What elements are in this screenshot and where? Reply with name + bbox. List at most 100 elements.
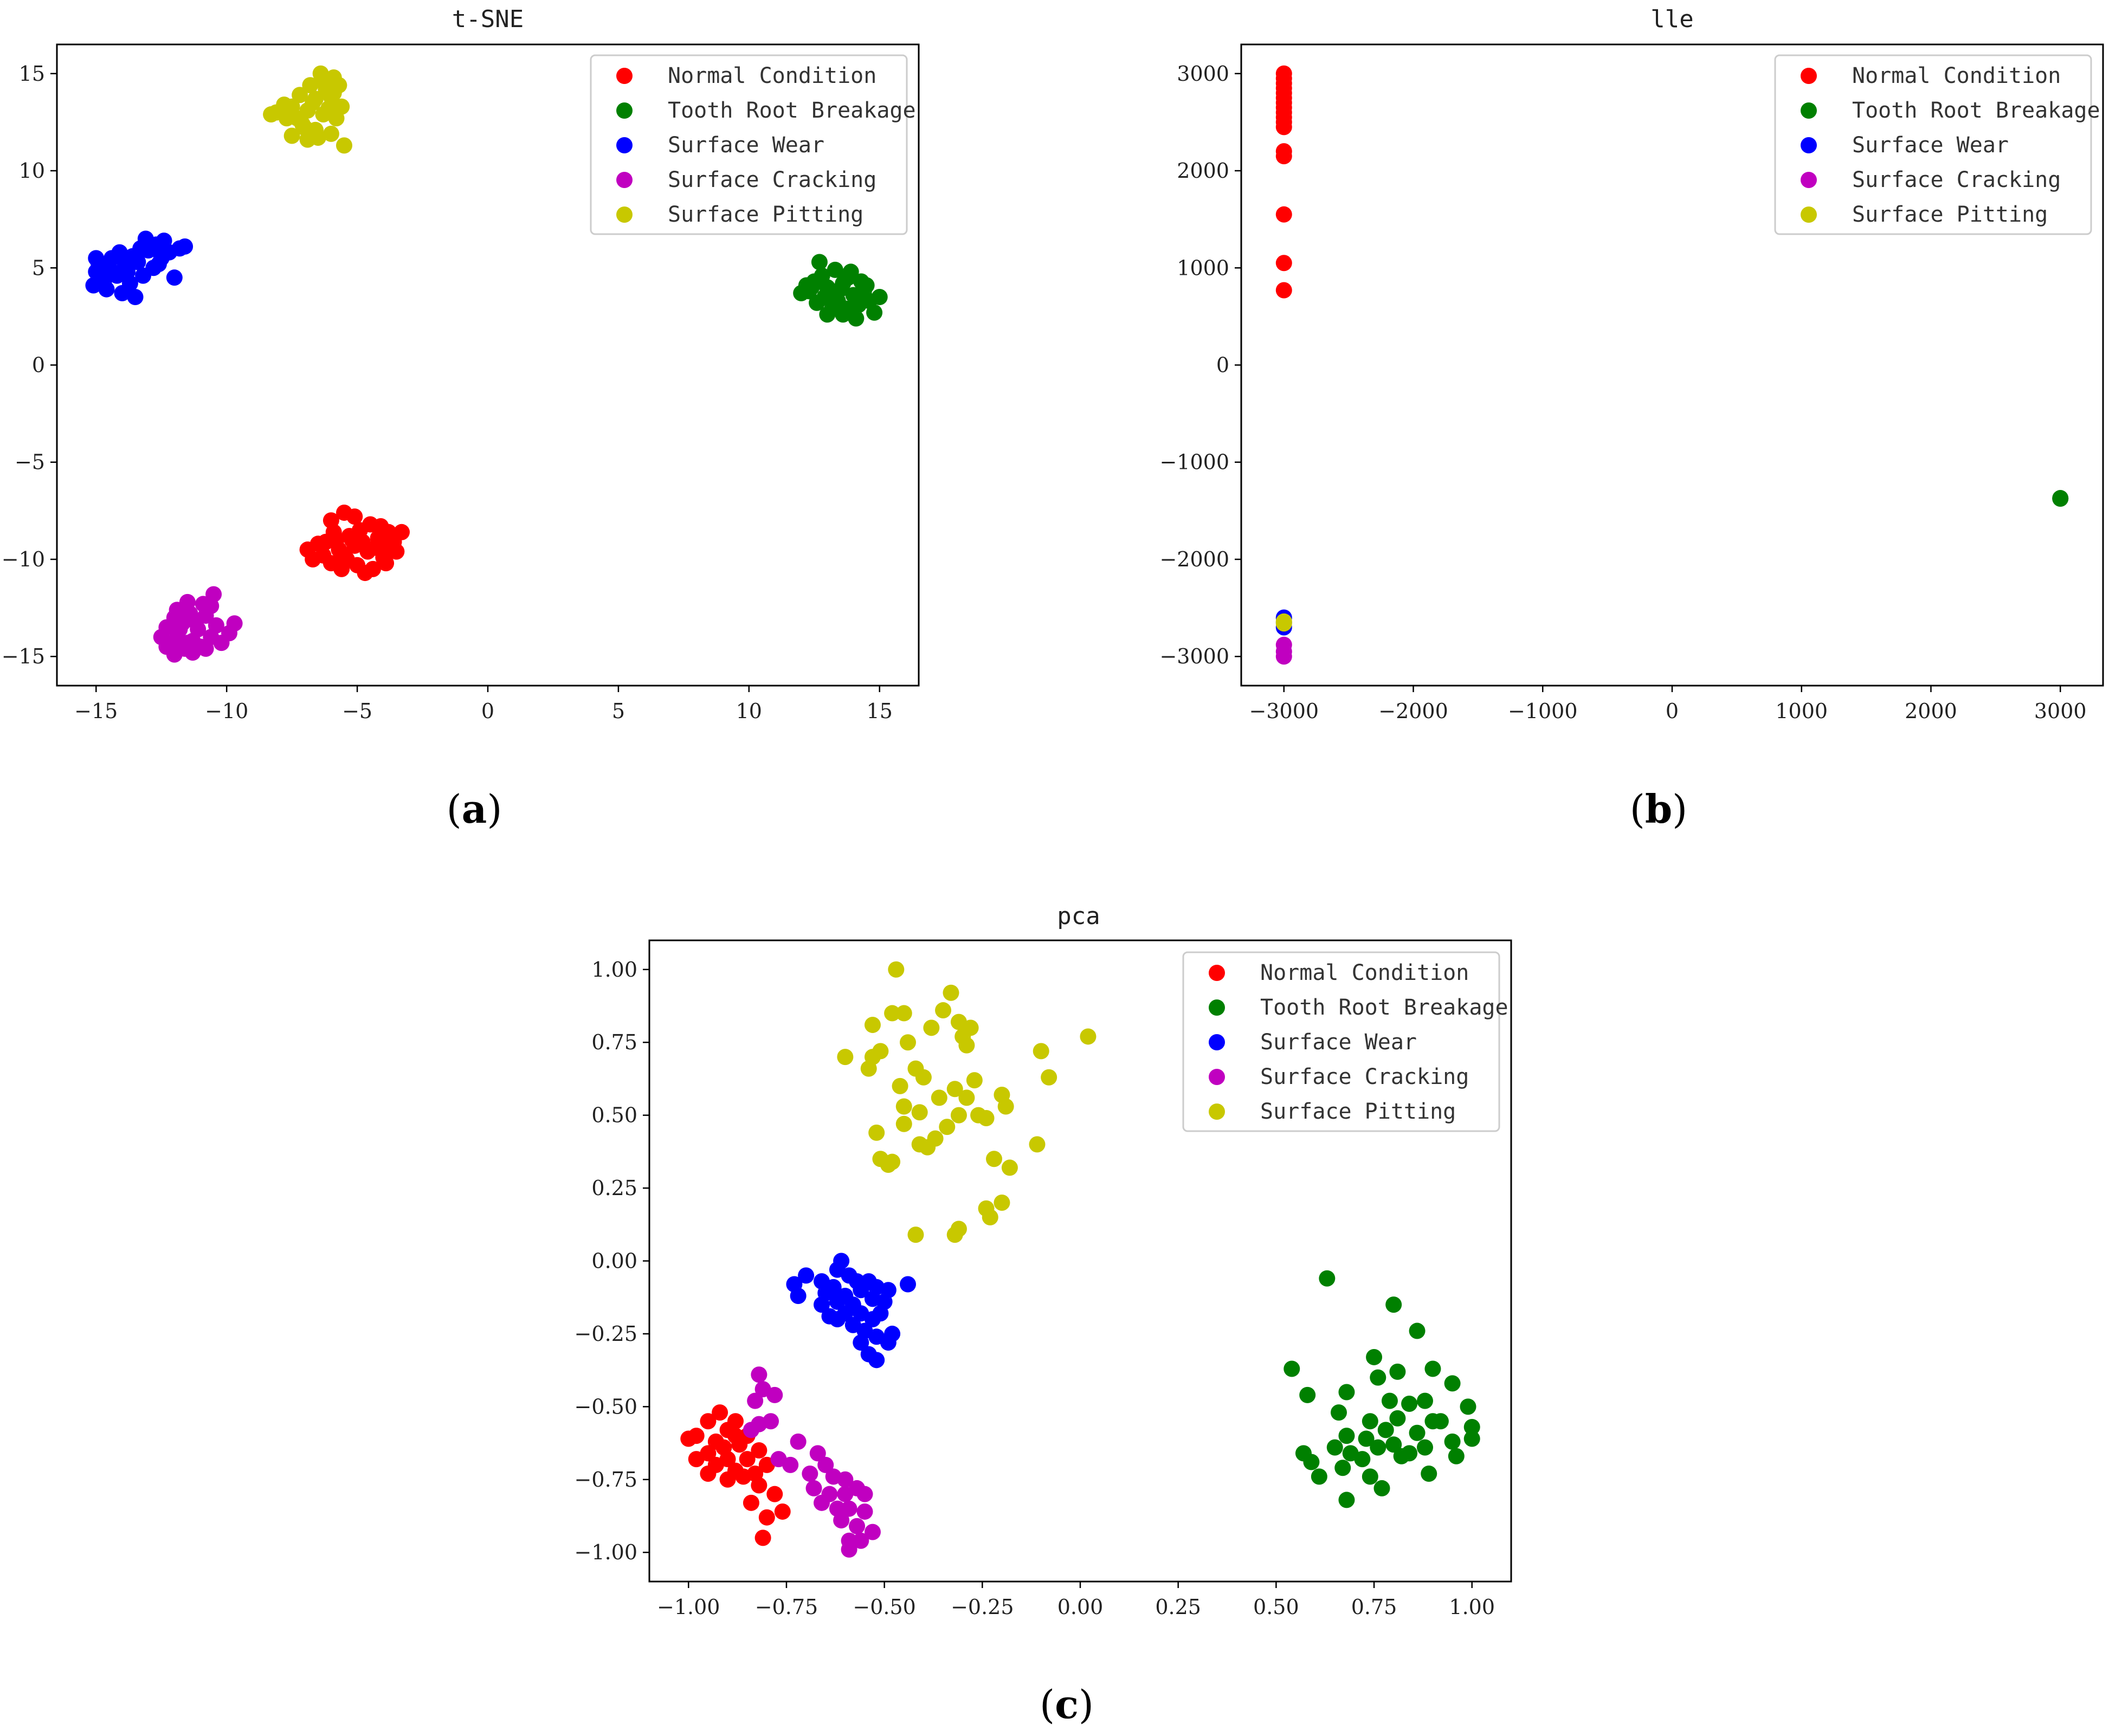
pca-legend-label-wear: Surface Wear xyxy=(1260,1030,1417,1055)
tsne-legend-marker-cracking xyxy=(616,172,633,188)
pca-point-normal-condition xyxy=(719,1471,736,1488)
pca-point-surface-cracking xyxy=(802,1466,818,1482)
pca-xtick-label: −0.75 xyxy=(755,1595,818,1619)
tsne-ytick-label: 0 xyxy=(32,353,45,377)
pca-point-surface-cracking xyxy=(766,1386,783,1403)
pca-xtick-label: 1.00 xyxy=(1449,1595,1495,1619)
lle-point-normal-condition xyxy=(1275,255,1292,272)
pca-point-surface-cracking xyxy=(856,1503,873,1520)
pca-ytick-label: 0.50 xyxy=(591,1103,637,1127)
lle-ytick-label: 2000 xyxy=(1177,159,1229,183)
pca-points xyxy=(680,961,1480,1558)
pca-point-surface-cracking xyxy=(743,1422,759,1438)
pca-point-surface-pitting xyxy=(1041,1069,1057,1086)
tsne-point-surface-wear xyxy=(127,289,144,306)
tsne-point-normal-condition xyxy=(336,547,352,564)
pca-xtick-label: 0.25 xyxy=(1155,1595,1201,1619)
lle-point-tooth-root-breakage xyxy=(2052,490,2069,507)
pca-point-surface-pitting xyxy=(1080,1028,1097,1045)
pca-title: pca xyxy=(1057,902,1100,930)
pca-ytick-label: 0.75 xyxy=(591,1030,637,1054)
pca-point-surface-wear xyxy=(790,1288,807,1305)
pca-legend-label-cracking: Surface Cracking xyxy=(1260,1064,1469,1089)
tsne-point-surface-pitting xyxy=(323,125,339,142)
pca-point-tooth-root-breakage xyxy=(1381,1392,1398,1409)
tsne-point-tooth-root-breakage xyxy=(855,283,872,300)
pca-point-tooth-root-breakage xyxy=(1284,1360,1300,1377)
lle-legend-marker-breakage xyxy=(1801,102,1817,119)
pca-point-normal-condition xyxy=(735,1468,752,1485)
lle-ytick-label: −3000 xyxy=(1159,644,1229,668)
pca-point-surface-wear xyxy=(829,1311,846,1328)
pca-point-tooth-root-breakage xyxy=(1366,1348,1383,1365)
pca-point-normal-condition xyxy=(680,1430,697,1447)
lle-legend-label-breakage: Tooth Root Breakage xyxy=(1852,98,2100,123)
tsne-point-normal-condition xyxy=(305,551,321,567)
pca-point-surface-pitting xyxy=(907,1227,924,1243)
tsne-point-surface-pitting xyxy=(325,85,342,101)
pca-point-tooth-root-breakage xyxy=(1385,1296,1402,1313)
pca-point-surface-wear xyxy=(868,1352,885,1369)
tsne-point-surface-pitting xyxy=(315,73,332,90)
pca-point-tooth-root-breakage xyxy=(1370,1369,1386,1386)
lle-point-surface-pitting xyxy=(1275,615,1292,632)
pca-point-surface-cracking xyxy=(809,1445,826,1462)
lle-xtick-label: 2000 xyxy=(1905,699,1957,723)
pca-point-surface-pitting xyxy=(946,1227,963,1243)
pca-point-surface-wear xyxy=(814,1296,830,1313)
pca-point-tooth-root-breakage xyxy=(1334,1460,1351,1476)
pca-xtick-label: −0.50 xyxy=(853,1595,915,1619)
lle-point-normal-condition xyxy=(1275,148,1292,165)
tsne-point-surface-pitting xyxy=(309,130,326,146)
caption-a: (a) xyxy=(447,786,502,832)
lle-xtick-label: 1000 xyxy=(1775,699,1828,723)
pca-point-surface-wear xyxy=(853,1334,869,1351)
tsne-ytick-label: 15 xyxy=(19,62,45,86)
tsne-point-surface-wear xyxy=(98,281,115,298)
pca-point-surface-cracking xyxy=(841,1500,857,1517)
pca-point-tooth-root-breakage xyxy=(1463,1419,1480,1436)
lle-legend-box xyxy=(1774,54,2092,235)
tsne-xtick-label: −10 xyxy=(205,699,248,723)
pca-legend-label-normal: Normal Condition xyxy=(1260,960,1469,985)
pca-point-normal-condition xyxy=(700,1413,717,1430)
tsne-point-surface-cracking xyxy=(164,635,180,651)
pca-point-tooth-root-breakage xyxy=(1432,1413,1449,1430)
pca-legend-marker-normal xyxy=(1209,965,1225,981)
tsne-point-surface-cracking xyxy=(208,617,224,634)
pca-xtick-label: 0.00 xyxy=(1057,1595,1104,1619)
pca-point-surface-cracking xyxy=(837,1471,854,1488)
pca-point-surface-pitting xyxy=(895,1098,912,1115)
tsne-point-surface-wear xyxy=(85,277,102,294)
tsne-point-surface-wear xyxy=(91,256,107,273)
tsne-point-tooth-root-breakage xyxy=(809,294,825,311)
tsne-legend: Normal Condition Tooth Root Breakage Sur… xyxy=(590,54,916,235)
tsne-point-surface-wear xyxy=(132,240,149,257)
pca-point-tooth-root-breakage xyxy=(1377,1422,1394,1438)
pca-legend-marker-wear xyxy=(1209,1034,1225,1050)
pca-point-tooth-root-breakage xyxy=(1362,1468,1378,1485)
tsne-ytick-label: −10 xyxy=(2,547,45,571)
pca-point-normal-condition xyxy=(727,1428,744,1444)
pca-point-surface-wear xyxy=(872,1305,889,1322)
pca-point-surface-pitting xyxy=(884,1005,901,1022)
pca-point-tooth-root-breakage xyxy=(1373,1480,1390,1496)
lle-xtick-label: −3000 xyxy=(1249,699,1319,723)
lle-legend-marker-wear xyxy=(1801,137,1817,153)
lle-point-normal-condition xyxy=(1275,206,1292,223)
pca-point-normal-condition xyxy=(700,1466,717,1482)
pca-point-tooth-root-breakage xyxy=(1444,1375,1461,1392)
pca-point-normal-condition xyxy=(712,1404,728,1421)
lle-legend-label-cracking: Surface Cracking xyxy=(1852,167,2061,192)
pca-point-normal-condition xyxy=(739,1451,756,1468)
tsne-point-surface-pitting xyxy=(276,96,293,113)
pca-point-surface-cracking xyxy=(790,1433,807,1450)
pca-point-surface-cracking xyxy=(805,1480,822,1496)
tsne-point-tooth-root-breakage xyxy=(798,277,815,294)
tsne-xtick-label: 15 xyxy=(867,699,893,723)
pca-point-normal-condition xyxy=(751,1477,768,1494)
pca-point-tooth-root-breakage xyxy=(1319,1270,1336,1287)
tsne-point-surface-cracking xyxy=(203,598,220,615)
pca-point-surface-pitting xyxy=(868,1124,885,1141)
tsne-point-surface-wear xyxy=(130,254,146,270)
